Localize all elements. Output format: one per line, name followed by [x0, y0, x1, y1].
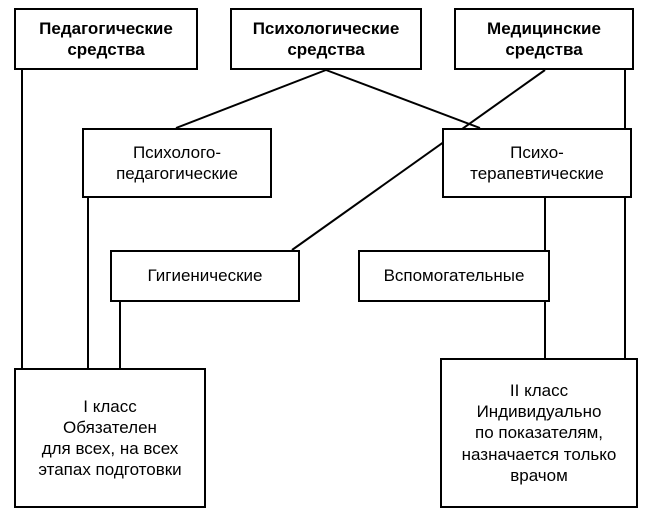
- node-text-line: Психологические: [253, 18, 400, 39]
- edge-line: [176, 70, 326, 128]
- node-class1: I классОбязателендля всех, на всехэтапах…: [14, 368, 206, 508]
- node-text-line: средства: [67, 39, 144, 60]
- node-text-line: терапевтические: [470, 163, 604, 184]
- edge-line: [326, 70, 480, 128]
- node-text-line: II класс: [510, 380, 568, 401]
- node-text-line: I класс: [83, 396, 136, 417]
- node-hygienic: Гигиенические: [110, 250, 300, 302]
- node-text-line: Медицинские: [487, 18, 601, 39]
- node-text-line: Вспомогательные: [384, 265, 525, 286]
- node-text-line: средства: [287, 39, 364, 60]
- node-text-line: врачом: [510, 465, 568, 486]
- node-text-line: назначается только: [462, 444, 617, 465]
- node-auxiliary: Вспомогательные: [358, 250, 550, 302]
- diagram-stage: Педагогическиесредства Психологическиеср…: [0, 0, 653, 527]
- node-text-line: Гигиенические: [148, 265, 263, 286]
- node-text-line: этапах подготовки: [38, 459, 181, 480]
- node-text-line: средства: [505, 39, 582, 60]
- node-text-line: Психо-: [510, 142, 564, 163]
- node-text-line: Психолого-: [133, 142, 221, 163]
- node-text-line: Обязателен: [63, 417, 157, 438]
- node-psy-ped: Психолого-педагогические: [82, 128, 272, 198]
- node-text-line: для всех, на всех: [42, 438, 179, 459]
- node-text-line: Индивидуально: [477, 401, 602, 422]
- node-pedagogical: Педагогическиесредства: [14, 8, 198, 70]
- node-psychological: Психологическиесредства: [230, 8, 422, 70]
- node-psy-ther: Психо-терапевтические: [442, 128, 632, 198]
- node-medical: Медицинскиесредства: [454, 8, 634, 70]
- node-text-line: педагогические: [116, 163, 238, 184]
- node-text-line: Педагогические: [39, 18, 173, 39]
- node-text-line: по показателям,: [475, 422, 603, 443]
- node-class2: II классИндивидуальнопо показателям,назн…: [440, 358, 638, 508]
